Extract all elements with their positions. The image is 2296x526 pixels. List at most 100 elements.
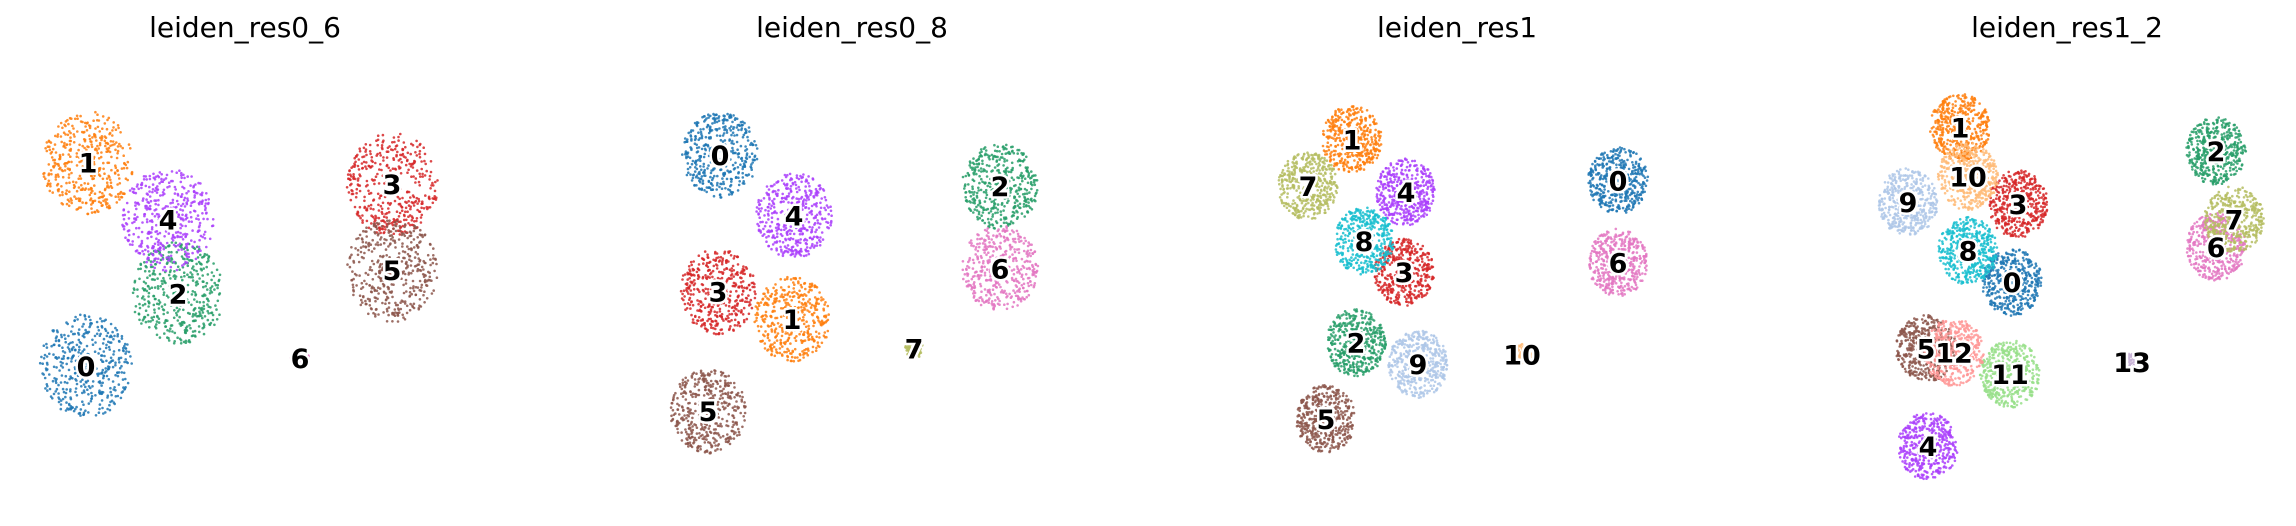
cell-point	[993, 143, 996, 147]
cell-point	[136, 215, 139, 219]
cell-point	[1034, 179, 1037, 182]
cell-point	[174, 284, 178, 287]
cell-point	[47, 139, 51, 143]
cell-point	[707, 268, 711, 272]
cell-point	[153, 308, 156, 312]
cell-point	[983, 200, 987, 203]
cell-point	[141, 221, 144, 224]
cell-point	[814, 302, 818, 305]
cell-point	[798, 232, 802, 236]
cell-point	[407, 168, 410, 172]
cell-point	[166, 329, 169, 332]
cell-point	[717, 407, 720, 411]
cell-point	[809, 236, 812, 239]
cell-point	[118, 198, 121, 201]
cell-point	[707, 179, 711, 183]
cell-point	[420, 213, 424, 217]
cell-point	[365, 219, 369, 223]
cell-point	[796, 356, 799, 359]
cell-point	[412, 229, 416, 233]
cell-point	[90, 203, 93, 206]
cell-point	[70, 171, 73, 175]
cell-point	[807, 327, 811, 331]
cell-point	[104, 346, 108, 350]
cell-point	[374, 214, 377, 218]
cell-point	[397, 139, 400, 142]
cell-point	[204, 284, 207, 288]
cell-point	[818, 291, 821, 294]
cell-point	[402, 141, 406, 144]
cell-point	[59, 381, 63, 384]
cell-point	[152, 315, 156, 319]
cell-point	[692, 293, 695, 296]
cell-point	[370, 307, 373, 311]
cell-point	[433, 189, 437, 193]
cell-point	[395, 210, 399, 213]
cell-point	[69, 408, 73, 411]
cell-point	[703, 152, 707, 156]
cell-point	[194, 257, 198, 261]
cell-point	[751, 158, 755, 161]
cell-point	[697, 138, 700, 142]
cell-point	[93, 199, 97, 203]
cell-point	[155, 237, 158, 240]
cell-point	[403, 318, 407, 321]
cell-point	[380, 207, 384, 211]
cell-point	[805, 320, 808, 324]
cell-point	[742, 133, 746, 137]
cell-point	[68, 130, 71, 133]
cell-point	[412, 204, 416, 207]
cell-point	[740, 390, 744, 394]
cell-point	[702, 262, 705, 265]
cell-point	[204, 198, 208, 202]
cell-point	[199, 253, 202, 257]
cell-point	[730, 312, 734, 316]
cell-point	[126, 381, 130, 385]
cell-point	[740, 276, 743, 280]
cell-point	[817, 319, 820, 322]
cell-point	[155, 191, 159, 194]
cell-point	[143, 302, 147, 306]
cell-point	[759, 301, 763, 304]
cell-point	[705, 125, 709, 129]
cell-point	[376, 172, 379, 176]
cell-point	[355, 191, 358, 195]
cell-point	[724, 406, 727, 410]
cell-point	[375, 139, 378, 142]
cell-point	[1003, 160, 1006, 163]
cell-point	[75, 382, 79, 386]
cell-point	[103, 172, 106, 175]
cell-point	[127, 217, 131, 220]
cell-point	[718, 193, 722, 197]
cell-point	[54, 175, 58, 179]
cell-point	[373, 178, 376, 182]
cell-point	[181, 264, 184, 267]
cell-point	[349, 178, 352, 182]
cell-point	[815, 308, 819, 312]
cell-point	[62, 390, 66, 394]
cell-point	[1021, 193, 1025, 196]
cell-point	[729, 325, 732, 328]
cluster-3-points	[345, 132, 439, 236]
cell-point	[743, 121, 746, 125]
cell-point	[803, 303, 806, 306]
cell-point	[781, 252, 785, 255]
cell-point	[78, 174, 82, 178]
cell-point	[827, 206, 830, 209]
cell-point	[412, 289, 416, 293]
cell-point	[387, 166, 391, 170]
cell-point	[385, 320, 389, 323]
cell-point	[709, 188, 713, 192]
cell-point	[419, 269, 423, 272]
cell-point	[994, 211, 997, 215]
cell-point	[776, 351, 779, 355]
cell-point	[396, 195, 400, 199]
cell-point	[804, 325, 808, 329]
cell-point	[727, 309, 730, 313]
cell-point	[155, 320, 159, 323]
cell-point	[104, 198, 107, 201]
cell-point	[109, 390, 112, 394]
cell-point	[780, 353, 784, 356]
cell-point	[415, 139, 418, 143]
cell-point	[207, 255, 211, 258]
